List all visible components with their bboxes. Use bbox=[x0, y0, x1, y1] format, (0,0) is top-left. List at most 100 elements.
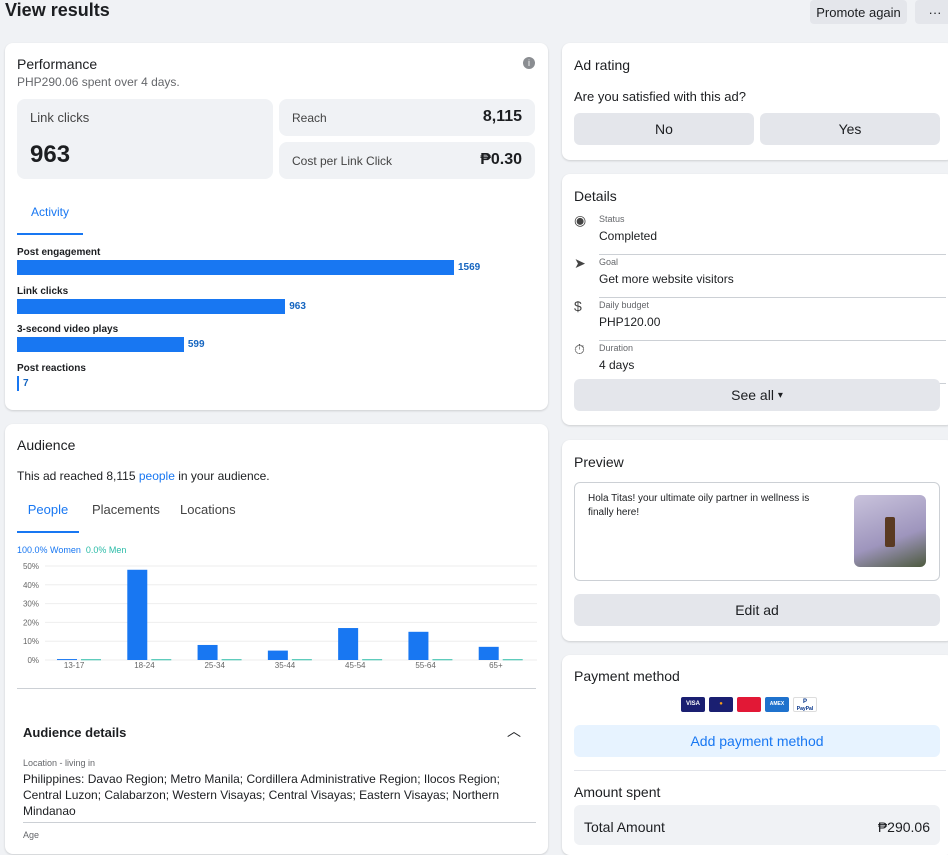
chevron-up-icon[interactable]: ︿ bbox=[507, 723, 521, 739]
y-tick-label: 0% bbox=[27, 656, 39, 665]
age-label: Age bbox=[23, 830, 40, 840]
x-tick-label: 55-64 bbox=[415, 661, 436, 670]
bar-men bbox=[362, 659, 383, 661]
people-link[interactable]: people bbox=[138, 469, 175, 483]
preview-text: Hola Titas! your ultimate oily partner i… bbox=[588, 493, 810, 518]
reach-suffix: in your audience. bbox=[174, 469, 270, 483]
x-tick-label: 45-54 bbox=[345, 661, 366, 670]
activity-bar bbox=[17, 337, 184, 352]
chart-legend: 100.0% Women 0.0% Men bbox=[17, 545, 126, 555]
bar-women bbox=[57, 659, 77, 661]
info-icon[interactable]: i bbox=[523, 57, 535, 69]
divider bbox=[599, 340, 946, 341]
more-options-button[interactable]: ··· bbox=[915, 0, 948, 24]
bar-men bbox=[151, 659, 172, 661]
divider bbox=[23, 822, 536, 823]
bar-men bbox=[81, 659, 101, 661]
legend-women: 100.0% Women bbox=[17, 545, 81, 555]
performance-subtitle: PHP290.06 spent over 4 days. bbox=[17, 75, 180, 89]
tab-people[interactable]: People bbox=[17, 502, 79, 533]
bar-men bbox=[221, 659, 242, 661]
paypal-label: PayPal bbox=[796, 706, 814, 712]
bar-women bbox=[197, 644, 218, 660]
tab-activity[interactable]: Activity bbox=[17, 205, 83, 235]
detail-label: Goal bbox=[599, 257, 619, 267]
bar-women bbox=[478, 646, 499, 660]
reach-stat: Reach 8,115 bbox=[279, 99, 535, 136]
performance-card: Performance PHP290.06 spent over 4 days.… bbox=[5, 43, 548, 410]
ad-preview[interactable]: Hola Titas! your ultimate oily partner i… bbox=[574, 482, 940, 581]
y-tick-label: 20% bbox=[23, 618, 39, 627]
detail-row: $ Daily budget PHP120.00 bbox=[574, 298, 946, 341]
activity-value: 599 bbox=[187, 339, 205, 350]
mastercard-icon: ● bbox=[709, 697, 733, 712]
bar-women bbox=[267, 650, 288, 660]
divider bbox=[17, 688, 536, 689]
chevron-down-icon: ▾ bbox=[777, 389, 783, 401]
x-tick-label: 35-44 bbox=[275, 661, 296, 670]
x-tick-label: 13-17 bbox=[64, 661, 85, 670]
detail-label: Duration bbox=[599, 343, 634, 353]
detail-icon: ➤ bbox=[574, 255, 586, 271]
tab-locations[interactable]: Locations bbox=[180, 502, 236, 517]
link-clicks-value: 963 bbox=[30, 141, 71, 168]
audience-title: Audience bbox=[17, 437, 76, 453]
detail-row: ⏱ Duration 4 days bbox=[574, 341, 946, 384]
activity-value: 1569 bbox=[458, 262, 481, 273]
performance-title: Performance bbox=[17, 56, 98, 72]
yes-button[interactable]: Yes bbox=[760, 113, 940, 145]
bar-men bbox=[291, 659, 312, 661]
tab-placements[interactable]: Placements bbox=[92, 502, 160, 517]
preview-card: Preview Hola Titas! your ultimate oily p… bbox=[562, 440, 948, 641]
ad-rating-question: Are you satisfied with this ad? bbox=[574, 89, 746, 104]
x-tick-label: 65+ bbox=[489, 661, 503, 670]
legend-men: 0.0% Men bbox=[85, 545, 127, 555]
divider bbox=[599, 254, 946, 255]
ad-rating-title: Ad rating bbox=[574, 57, 631, 73]
bar-men bbox=[432, 659, 453, 661]
y-tick-label: 30% bbox=[23, 600, 39, 609]
activity-value: 7 bbox=[23, 378, 29, 389]
reach-value: 8,115 bbox=[482, 108, 522, 125]
activity-value: 963 bbox=[289, 301, 306, 312]
activity-label: 3-second video plays bbox=[17, 324, 119, 335]
see-all-button[interactable]: See all ▾ bbox=[574, 379, 940, 411]
edit-ad-button[interactable]: Edit ad bbox=[574, 594, 940, 626]
details-card: Details ◉ Status Completed ➤ Goal Get mo… bbox=[562, 174, 948, 425]
location-label: Location - living in bbox=[23, 758, 96, 768]
no-button[interactable]: No bbox=[574, 113, 754, 145]
activity-label: Post engagement bbox=[17, 247, 101, 258]
link-clicks-stat: Link clicks 963 bbox=[17, 99, 273, 179]
total-amount-label: Total Amount bbox=[584, 819, 665, 835]
reach-label: Reach bbox=[292, 111, 327, 125]
audience-details-title: Audience details bbox=[23, 725, 127, 740]
bar-women bbox=[408, 631, 429, 660]
cpc-label: Cost per Link Click bbox=[292, 154, 393, 168]
detail-label: Daily budget bbox=[599, 300, 650, 310]
detail-value: 4 days bbox=[599, 358, 635, 372]
total-amount-row: Total Amount ₱290.06 bbox=[574, 805, 940, 845]
audience-reach-text: This ad reached 8,115 people in your aud… bbox=[17, 469, 270, 483]
x-tick-label: 18-24 bbox=[134, 661, 155, 670]
payment-title: Payment method bbox=[574, 668, 680, 684]
preview-title: Preview bbox=[574, 454, 624, 470]
divider bbox=[574, 770, 946, 771]
bar-women bbox=[127, 569, 148, 660]
age-gender-chart: 50% 40% 30% 20% 10% 0% 13-17 18-24 25-34 35-44 45-… bbox=[23, 562, 537, 670]
detail-value: Get more website visitors bbox=[599, 272, 734, 286]
detail-row: ➤ Goal Get more website visitors bbox=[574, 255, 946, 298]
link-clicks-label: Link clicks bbox=[30, 110, 90, 125]
payment-card: Payment method VISA ● AMEX P PayPal Add paym… bbox=[562, 655, 948, 855]
details-title: Details bbox=[574, 188, 617, 204]
cpc-stat: Cost per Link Click ₱0.30 bbox=[279, 142, 535, 179]
total-amount-value: ₱290.06 bbox=[877, 819, 930, 835]
bar-men bbox=[502, 659, 523, 661]
y-tick-label: 40% bbox=[23, 581, 39, 590]
add-payment-method-button[interactable]: Add payment method bbox=[574, 725, 940, 757]
promote-again-button[interactable]: Promote again bbox=[810, 0, 907, 24]
ad-rating-card: Ad rating Are you satisfied with this ad… bbox=[562, 43, 948, 160]
ad-image bbox=[854, 495, 926, 567]
amount-spent-title: Amount spent bbox=[574, 784, 661, 800]
unionpay-icon bbox=[737, 697, 761, 712]
divider bbox=[599, 297, 946, 298]
